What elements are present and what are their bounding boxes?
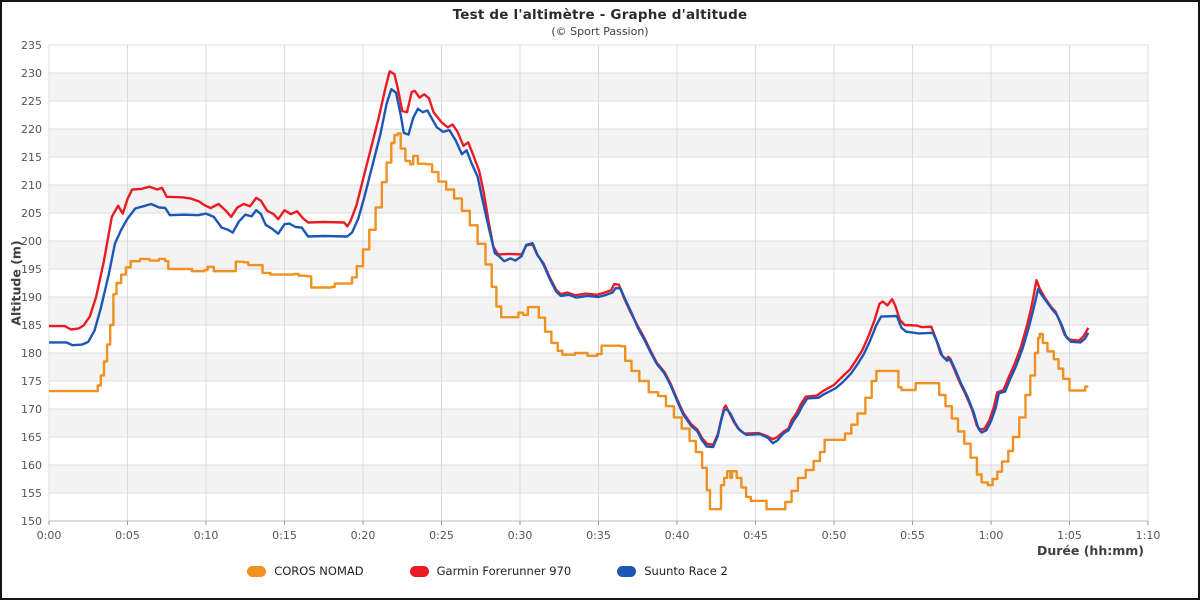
y-tick-label: 165 xyxy=(21,431,42,444)
x-tick-label: 0:50 xyxy=(822,529,847,542)
y-tick-label: 215 xyxy=(21,151,42,164)
legend-item-garmin-forerunner-970[interactable]: Garmin Forerunner 970 xyxy=(409,564,572,578)
legend-swatch-suunto-race-2 xyxy=(617,565,637,577)
y-tick-label: 170 xyxy=(21,403,42,416)
x-tick-label: 0:10 xyxy=(194,529,219,542)
series-line-suunto-race-2 xyxy=(49,88,1090,449)
chart-subtitle: (© Sport Passion) xyxy=(551,25,649,38)
y-tick-label: 205 xyxy=(21,207,42,220)
x-tick-label: 0:45 xyxy=(743,529,768,542)
x-tick-label: 0:15 xyxy=(272,529,297,542)
x-tick-label: 0:30 xyxy=(508,529,533,542)
y-tick-label: 160 xyxy=(21,459,42,472)
x-tick-label: 0:40 xyxy=(665,529,690,542)
y-tick-label: 235 xyxy=(21,39,42,52)
x-tick-label: 1:00 xyxy=(979,529,1004,542)
legend-item-suunto-race-2[interactable]: Suunto Race 2 xyxy=(617,564,728,578)
x-tick-label: 0:55 xyxy=(900,529,925,542)
x-tick-label: 0:35 xyxy=(586,529,611,542)
legend: COROS NOMAD Garmin Forerunner 970 Suunto R… xyxy=(2,564,1198,578)
x-tick-label: 0:00 xyxy=(37,529,62,542)
x-tick-label: 1:10 xyxy=(1136,529,1161,542)
y-tick-label: 180 xyxy=(21,347,42,360)
legend-swatch-garmin-forerunner-970 xyxy=(409,565,429,577)
x-tick-label: 0:20 xyxy=(351,529,376,542)
x-axis-title: Durée (hh:mm) xyxy=(1036,543,1144,558)
y-tick-label: 175 xyxy=(21,375,42,388)
series-line-coros-nomad xyxy=(49,132,1089,511)
y-tick-label: 210 xyxy=(21,179,42,192)
y-tick-label: 200 xyxy=(21,235,42,248)
y-tick-label: 220 xyxy=(21,123,42,136)
y-tick-label: 150 xyxy=(21,515,42,528)
y-tick-label: 225 xyxy=(21,95,42,108)
x-tick-label: 1:05 xyxy=(1057,529,1082,542)
y-tick-label: 155 xyxy=(21,487,42,500)
y-tick-label: 185 xyxy=(21,319,42,332)
y-tick-label: 190 xyxy=(21,291,42,304)
legend-label-coros-nomad: COROS NOMAD xyxy=(274,564,364,578)
legend-label-garmin-forerunner-970: Garmin Forerunner 970 xyxy=(436,564,572,578)
x-tick-label: 0:25 xyxy=(429,529,454,542)
legend-item-coros-nomad[interactable]: COROS NOMAD xyxy=(247,564,364,578)
y-tick-label: 230 xyxy=(21,67,42,80)
x-tick-label: 0:05 xyxy=(115,529,140,542)
legend-label-suunto-race-2: Suunto Race 2 xyxy=(644,564,728,578)
y-tick-label: 195 xyxy=(21,263,42,276)
chart-title: Test de l'altimètre - Graphe d'altitude xyxy=(452,7,748,23)
legend-swatch-coros-nomad xyxy=(247,565,267,577)
